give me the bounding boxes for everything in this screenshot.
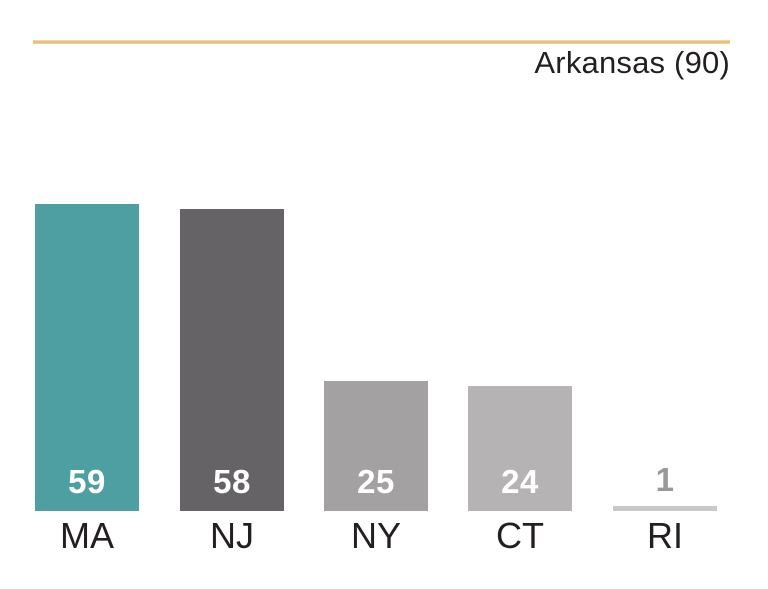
bar-value-nj: 58 [213, 463, 251, 500]
x-axis-label-ma: MA [60, 515, 114, 556]
x-axis-label-ct: CT [496, 515, 544, 556]
bar-value-ma: 59 [68, 463, 106, 500]
bar-ny [324, 381, 428, 511]
x-axis-label-nj: NJ [210, 515, 254, 556]
x-axis-label-ny: NY [350, 515, 401, 556]
bar-value-ct: 24 [501, 463, 539, 500]
x-axis-label-ri: RI [647, 515, 683, 556]
chart-title: Arkansas (90) [534, 45, 730, 80]
bar-value-ny: 25 [357, 463, 395, 500]
bar-ri [613, 506, 717, 511]
top-rule-divider [33, 40, 730, 44]
bar-value-ri: 1 [655, 461, 675, 498]
bar-ma [35, 204, 139, 511]
bar-nj [180, 209, 284, 511]
bar-ct [468, 386, 572, 511]
